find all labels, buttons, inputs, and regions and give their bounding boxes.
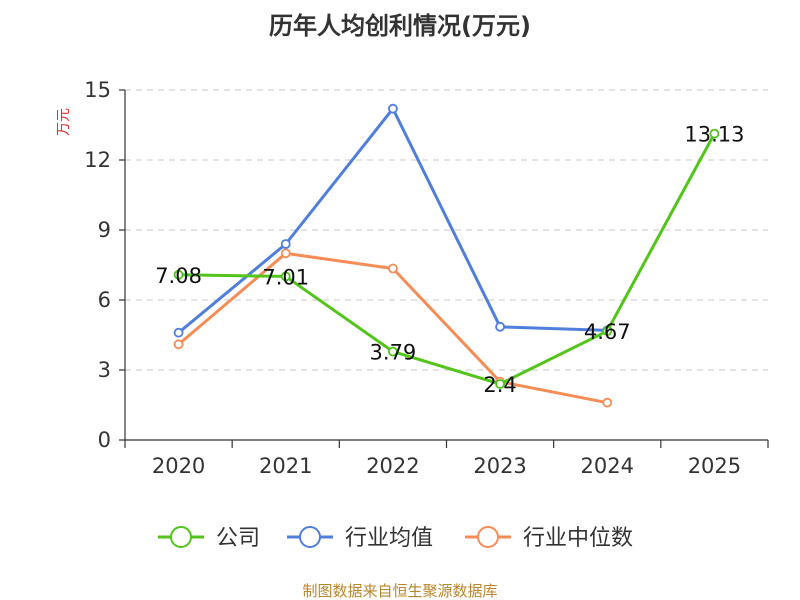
data-label: 13.13 [684,123,744,147]
legend-label: 行业中位数 [523,526,633,551]
data-point [602,326,613,336]
y-axis-label: 万元 [56,108,72,136]
source-note: 制图数据来自恒生聚源数据库 [302,582,497,600]
data-point [388,103,398,114]
series-line [177,107,609,335]
legend-item-0: 公司 [158,526,260,551]
data-point [602,397,613,408]
data-point [280,239,291,249]
series-0 [173,128,720,389]
x-tick-label: 2020 [152,454,205,478]
legend-marker [170,526,192,548]
data-point [173,269,184,280]
data-point [709,128,720,139]
x-tick-label: 2022 [366,454,419,478]
y-tick-label: 9 [98,218,111,242]
y-tick-label: 3 [98,358,111,382]
data-point [280,248,291,259]
legend-item-1: 行业均值 [287,526,433,551]
series-line [177,132,716,386]
data-point [388,346,398,357]
data-label: 4.67 [584,320,631,344]
y-tick-label: 6 [98,288,111,312]
data-point [173,327,184,338]
data-point [388,263,398,274]
data-label: 7.08 [155,264,202,288]
series-1 [173,103,613,338]
x-tick-label: 2023 [473,454,526,478]
axes: 0 3 6 9 12 15 2020 2021 2022 2023 2024 2025 [84,78,769,478]
data-point [173,339,184,350]
grid-lines [125,89,768,371]
x-tick-label: 2021 [259,454,312,478]
legend-label: 行业均值 [345,526,433,551]
data-labels: 7.08 7.01 3.79 2.4 4.67 13.13 [155,123,744,397]
y-tick-label: 0 [98,428,111,452]
chart-title: 历年人均创利情况(万元) [269,12,531,40]
y-tick-label: 12 [84,148,111,172]
x-tick-label: 2025 [688,454,741,478]
y-tick-label: 15 [84,78,111,102]
data-point [495,321,505,332]
legend: 公司 行业均值 行业中位数 [158,526,633,551]
legend-item-2: 行业中位数 [465,526,633,551]
legend-marker [299,526,321,548]
legend-marker [477,526,499,548]
data-label: 2.4 [483,373,516,397]
data-point [495,379,505,389]
x-tick-label: 2024 [581,454,634,478]
data-label: 7.01 [262,265,309,289]
legend-label: 公司 [216,526,260,551]
data-point [280,271,291,282]
data-label: 3.79 [370,341,417,365]
series-layer [173,103,720,408]
